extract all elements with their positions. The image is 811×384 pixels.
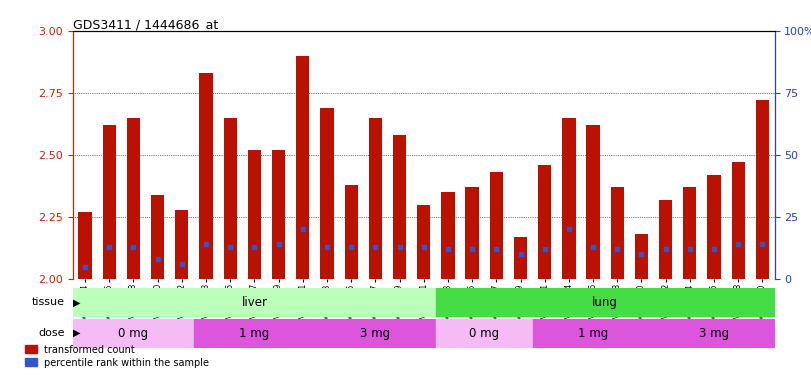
Bar (194, 319, 315, 348)
Bar (635, 234, 648, 279)
Bar (490, 172, 503, 279)
Bar (533, 319, 654, 348)
Bar (296, 56, 310, 279)
Bar (756, 100, 769, 279)
Text: tissue: tissue (32, 297, 65, 308)
Bar (441, 192, 455, 279)
Bar (466, 187, 478, 279)
Bar (683, 187, 697, 279)
Text: GDS3411 / 1444686_at: GDS3411 / 1444686_at (73, 18, 218, 31)
Bar (436, 319, 533, 348)
Bar (514, 237, 527, 279)
Bar (586, 125, 599, 279)
Text: 1 mg: 1 mg (578, 327, 608, 339)
Bar (611, 187, 624, 279)
Bar (562, 118, 576, 279)
Bar (732, 162, 744, 279)
Text: liver: liver (242, 296, 268, 309)
Bar (248, 150, 261, 279)
Bar (200, 73, 212, 279)
Text: 1 mg: 1 mg (239, 327, 269, 339)
Bar (320, 108, 333, 279)
Bar (79, 212, 92, 279)
Text: ▶: ▶ (73, 297, 80, 308)
Text: lung: lung (592, 296, 618, 309)
Bar (73, 319, 194, 348)
Text: 3 mg: 3 mg (699, 327, 729, 339)
Bar (224, 118, 237, 279)
Text: 3 mg: 3 mg (360, 327, 390, 339)
Bar (436, 288, 775, 317)
Bar (103, 125, 116, 279)
Bar (175, 210, 188, 279)
Bar (707, 175, 721, 279)
Bar (272, 150, 285, 279)
Bar (393, 135, 406, 279)
Bar (659, 200, 672, 279)
Bar (417, 205, 431, 279)
Bar (73, 288, 436, 317)
Text: 0 mg: 0 mg (469, 327, 500, 339)
Text: 0 mg: 0 mg (118, 327, 148, 339)
Bar (654, 319, 775, 348)
Text: dose: dose (38, 328, 65, 338)
Bar (151, 195, 165, 279)
Bar (345, 185, 358, 279)
Bar (315, 319, 436, 348)
Legend: transformed count, percentile rank within the sample: transformed count, percentile rank withi… (21, 341, 213, 371)
Bar (538, 165, 551, 279)
Text: ▶: ▶ (73, 328, 80, 338)
Bar (369, 118, 382, 279)
Bar (127, 118, 140, 279)
